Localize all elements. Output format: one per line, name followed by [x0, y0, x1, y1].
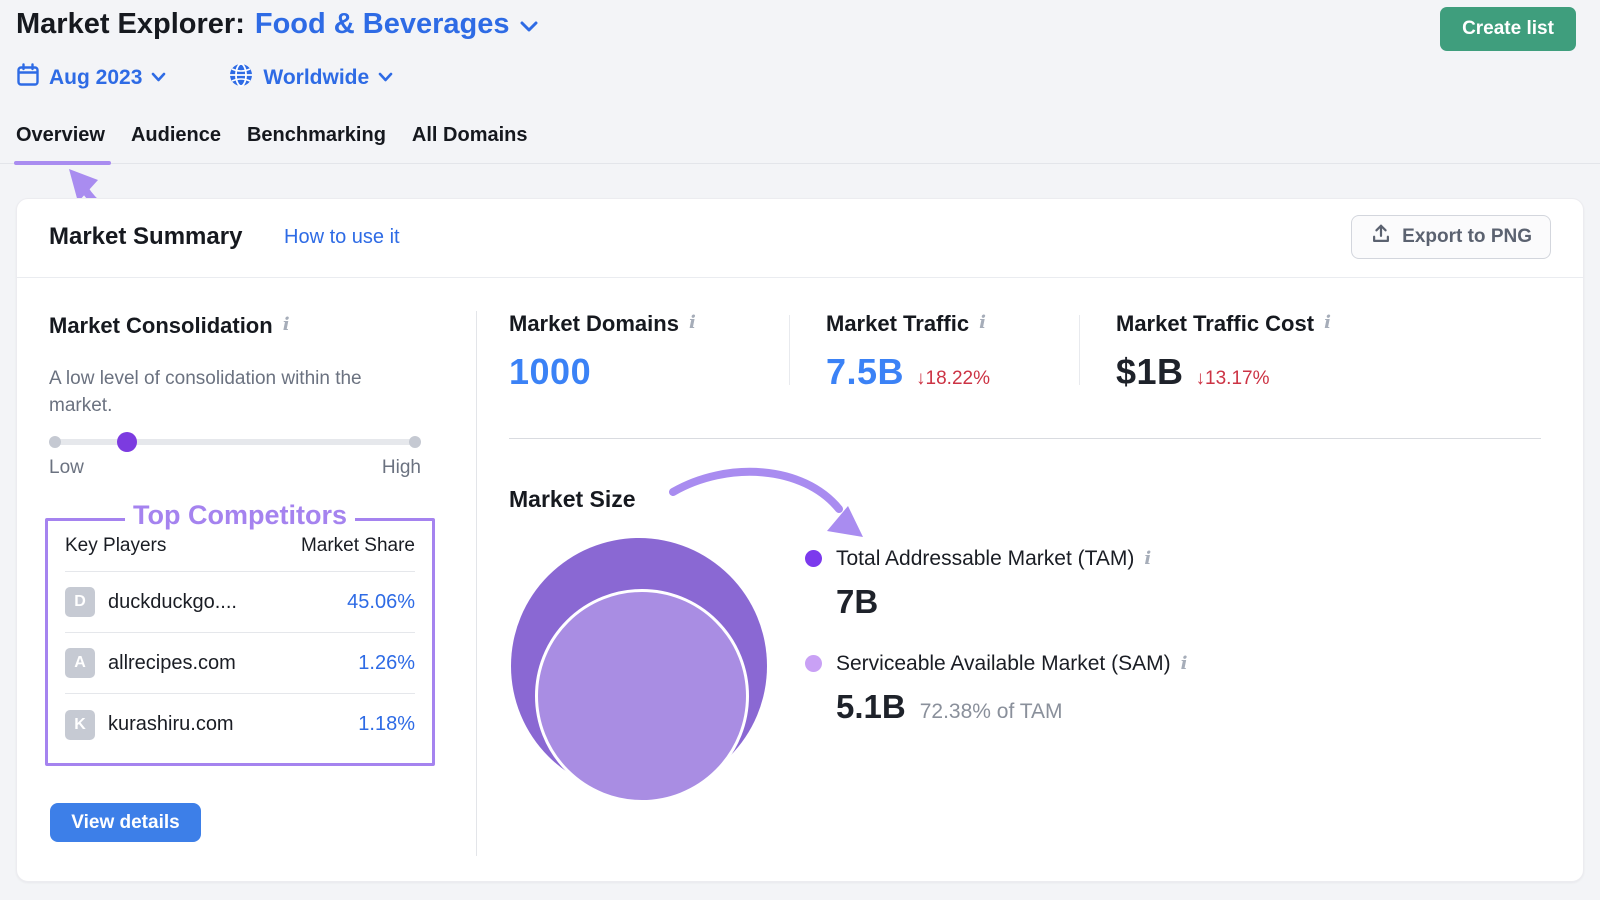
favicon-duckduckgo: D [65, 587, 95, 617]
tab-all-domains[interactable]: All Domains [411, 124, 528, 146]
metric-market-traffic-cost: Market Traffic Cost i $1B ↓13.17% [1116, 311, 1331, 393]
table-row[interactable]: K kurashiru.com 1.18% [65, 694, 415, 755]
region-filter-label: Worldwide [263, 65, 370, 89]
metric-label: Market Traffic Cost [1116, 311, 1315, 336]
tab-bar: Overview Audience Benchmarking All Domai… [0, 118, 1600, 165]
chevron-down-icon [151, 69, 166, 87]
upload-icon [1370, 223, 1392, 251]
export-png-button[interactable]: Export to PNG [1351, 215, 1551, 259]
competitor-share: 1.26% [358, 651, 415, 674]
slider-labels: Low High [49, 457, 421, 479]
column-divider [476, 311, 477, 856]
competitor-domain[interactable]: kurashiru.com [108, 713, 234, 735]
calendar-icon [16, 63, 40, 92]
slider-thumb[interactable] [117, 432, 138, 452]
globe-icon [228, 62, 254, 93]
consolidation-description: A low level of consolidation within the … [49, 368, 362, 416]
metric-change-badge: ↓13.17% [1195, 368, 1270, 389]
card-title: Market Summary [49, 223, 243, 250]
table-row[interactable]: A allrecipes.com 1.26% [65, 633, 415, 694]
slider-high-endpoint [409, 436, 421, 448]
sam-dot-icon [805, 655, 822, 672]
competitors-table: Key Players Market Share D duckduckgo...… [65, 535, 415, 755]
metric-value: $1B [1116, 351, 1184, 392]
metric-value: 1000 [509, 351, 592, 392]
favicon-allrecipes: A [65, 648, 95, 678]
metric-market-traffic: Market Traffic i 7.5B ↓18.22% [826, 311, 990, 393]
tam-dot-icon [805, 550, 822, 567]
metric-label: Market Domains [509, 311, 679, 336]
view-details-button[interactable]: View details [50, 803, 201, 842]
tab-benchmarking[interactable]: Benchmarking [246, 124, 386, 146]
metric-divider [789, 315, 790, 385]
competitor-domain[interactable]: duckduckgo.... [108, 590, 237, 613]
competitors-table-header: Key Players Market Share [65, 535, 415, 572]
section-divider [509, 438, 1541, 439]
top-competitors-annotation: Top Competitors [125, 500, 355, 531]
export-png-label: Export to PNG [1402, 226, 1532, 247]
sam-label: Serviceable Available Market (SAM) [836, 652, 1171, 675]
chevron-down-icon [378, 69, 393, 87]
slider-low-endpoint [49, 436, 61, 448]
date-filter-label: Aug 2023 [49, 65, 143, 89]
col-key-players: Key Players [65, 535, 167, 556]
region-filter[interactable]: Worldwide [228, 62, 393, 93]
create-list-button[interactable]: Create list [1440, 7, 1576, 51]
slider-track[interactable] [49, 439, 421, 445]
metric-divider [1079, 315, 1080, 385]
consolidation-title-row: Market Consolidation i [49, 313, 290, 339]
tam-legend: Total Addressable Market (TAM) i [805, 547, 1151, 571]
chevron-down-icon[interactable] [520, 19, 538, 37]
page-title: Market Explorer: Food & Beverages [16, 8, 538, 41]
info-icon[interactable]: i [1324, 312, 1331, 333]
metric-change-badge: ↓18.22% [916, 368, 990, 389]
card-header: Market Summary How to use it Export to P… [17, 199, 1583, 278]
sam-percent-of-tam: 72.38% of TAM [919, 700, 1063, 723]
slider-low-label: Low [49, 457, 84, 478]
tam-value: 7B [836, 583, 879, 620]
sam-value: 5.1B [836, 688, 906, 725]
annotation-arrow-market-size [667, 467, 867, 547]
market-size-title: Market Size [509, 486, 636, 512]
competitor-domain[interactable]: allrecipes.com [108, 651, 236, 674]
sam-value-row: 5.1B 72.38% of TAM [836, 688, 1063, 726]
sam-circle [535, 589, 749, 803]
top-competitors-box: Top Competitors Key Players Market Share… [45, 500, 435, 766]
tab-audience[interactable]: Audience [130, 124, 221, 146]
table-row[interactable]: D duckduckgo.... 45.06% [65, 572, 415, 633]
date-filter[interactable]: Aug 2023 [16, 63, 166, 92]
col-market-share: Market Share [300, 535, 415, 556]
metric-market-domains: Market Domains i 1000 [509, 311, 696, 393]
tab-overview[interactable]: Overview [14, 118, 111, 165]
info-icon[interactable]: i [1180, 653, 1188, 674]
competitor-share: 45.06% [347, 590, 415, 613]
info-icon[interactable]: i [282, 314, 290, 335]
metric-value: 7.5B [826, 351, 905, 392]
metric-label: Market Traffic [826, 311, 970, 336]
tam-value-row: 7B [836, 583, 878, 621]
info-icon[interactable]: i [979, 312, 986, 333]
competitor-share: 1.18% [358, 713, 415, 735]
sam-legend: Serviceable Available Market (SAM) i [805, 652, 1187, 676]
slider-high-label: High [381, 457, 421, 478]
favicon-kurashiru: K [65, 709, 95, 740]
consolidation-title: Market Consolidation [49, 313, 273, 338]
how-to-use-link[interactable]: How to use it [284, 226, 400, 248]
info-icon[interactable]: i [688, 312, 696, 333]
filters-bar: Aug 2023 Worldwide [16, 62, 393, 93]
market-summary-card: Market Summary How to use it Export to P… [16, 198, 1584, 882]
consolidation-slider [49, 432, 421, 452]
page-title-prefix: Market Explorer: [16, 8, 245, 40]
market-selector[interactable]: Food & Beverages [254, 8, 510, 40]
tam-label: Total Addressable Market (TAM) [836, 547, 1135, 570]
info-icon[interactable]: i [1144, 548, 1152, 569]
